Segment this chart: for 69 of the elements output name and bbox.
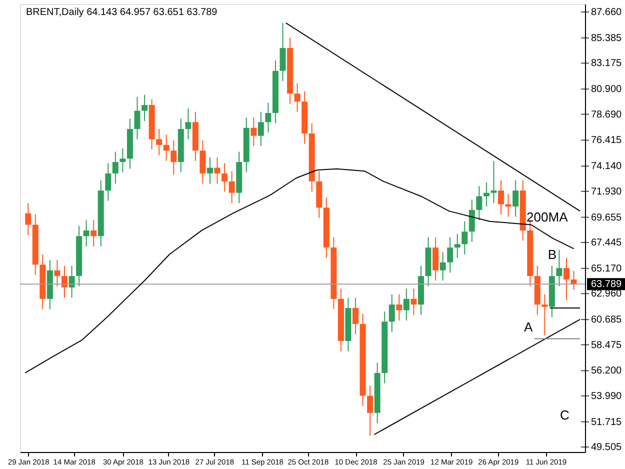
candlestick bbox=[563, 257, 570, 301]
y-tick-label: 60.685 bbox=[591, 314, 622, 326]
candlestick bbox=[25, 202, 32, 236]
candlestick bbox=[120, 148, 126, 173]
y-tick-label: 56.200 bbox=[591, 366, 622, 377]
candlestick bbox=[367, 385, 374, 436]
y-tick-label: 76.415 bbox=[591, 135, 622, 146]
candlestick bbox=[294, 82, 300, 112]
candlestick bbox=[410, 288, 417, 316]
candlestick bbox=[170, 140, 177, 176]
candlestick bbox=[134, 96, 140, 140]
candlestick bbox=[498, 180, 504, 215]
candlestick bbox=[90, 220, 97, 247]
candlestick bbox=[163, 134, 170, 162]
candlestick bbox=[185, 108, 192, 140]
candlestick bbox=[142, 94, 148, 122]
legend-label: 200MA bbox=[526, 210, 568, 225]
candlestick bbox=[512, 180, 519, 218]
y-tick-label: 58.475 bbox=[591, 340, 622, 351]
y-tick-label: 74.140 bbox=[591, 161, 622, 172]
candlestick bbox=[228, 170, 235, 204]
y-tick-label: 85.385 bbox=[591, 32, 622, 44]
y-tick-label: 67.445 bbox=[591, 237, 622, 248]
candlestick bbox=[396, 294, 402, 322]
candlestick bbox=[156, 128, 162, 156]
candlestick bbox=[468, 199, 475, 242]
y-tick-label: 51.715 bbox=[591, 416, 622, 428]
ref-line-label: 63.789 bbox=[591, 279, 622, 290]
annotation: B bbox=[548, 246, 557, 262]
candlestick bbox=[214, 156, 220, 184]
candlestick bbox=[280, 22, 286, 82]
candlestick bbox=[105, 162, 112, 202]
candlestick bbox=[440, 252, 446, 282]
candlestick bbox=[388, 294, 395, 332]
candlestick bbox=[505, 193, 512, 218]
candlestick bbox=[352, 297, 359, 335]
annotation: C bbox=[560, 407, 570, 422]
candlestick bbox=[83, 220, 90, 247]
candlestick bbox=[432, 236, 439, 282]
y-tick-label: 69.655 bbox=[591, 212, 622, 224]
candlestick bbox=[250, 117, 257, 147]
candlestick bbox=[61, 265, 68, 298]
candlestick bbox=[556, 249, 562, 287]
y-tick-label: 87.660 bbox=[591, 6, 622, 18]
y-tick-label: 83.175 bbox=[591, 58, 622, 70]
chart-title: BRENT,Daily 64.143 64.957 63.651 63.789 bbox=[26, 7, 218, 18]
candlestick bbox=[476, 185, 482, 221]
candlestick bbox=[403, 288, 410, 322]
candlestick bbox=[490, 160, 497, 204]
candlestick bbox=[447, 236, 454, 274]
y-tick-label: 78.690 bbox=[591, 109, 622, 120]
candlestick bbox=[200, 140, 206, 184]
candlestick bbox=[68, 265, 75, 298]
candlestick bbox=[207, 156, 213, 184]
candlestick bbox=[462, 220, 468, 255]
y-tick-label: 49.505 bbox=[591, 442, 622, 454]
candlestick bbox=[265, 102, 272, 133]
candlestick bbox=[112, 151, 118, 184]
y-tick-label: 71.930 bbox=[591, 186, 622, 198]
candlestick bbox=[54, 260, 60, 287]
y-tick-label: 80.900 bbox=[591, 84, 622, 96]
candlestick bbox=[258, 111, 264, 147]
annotation: A bbox=[524, 319, 534, 334]
candlestick bbox=[222, 162, 228, 192]
candlestick bbox=[542, 294, 548, 336]
y-tick-label: 53.990 bbox=[591, 390, 622, 402]
y-tick-label: 65.170 bbox=[591, 263, 622, 274]
line-series bbox=[24, 168, 574, 374]
candlestick bbox=[454, 233, 460, 258]
